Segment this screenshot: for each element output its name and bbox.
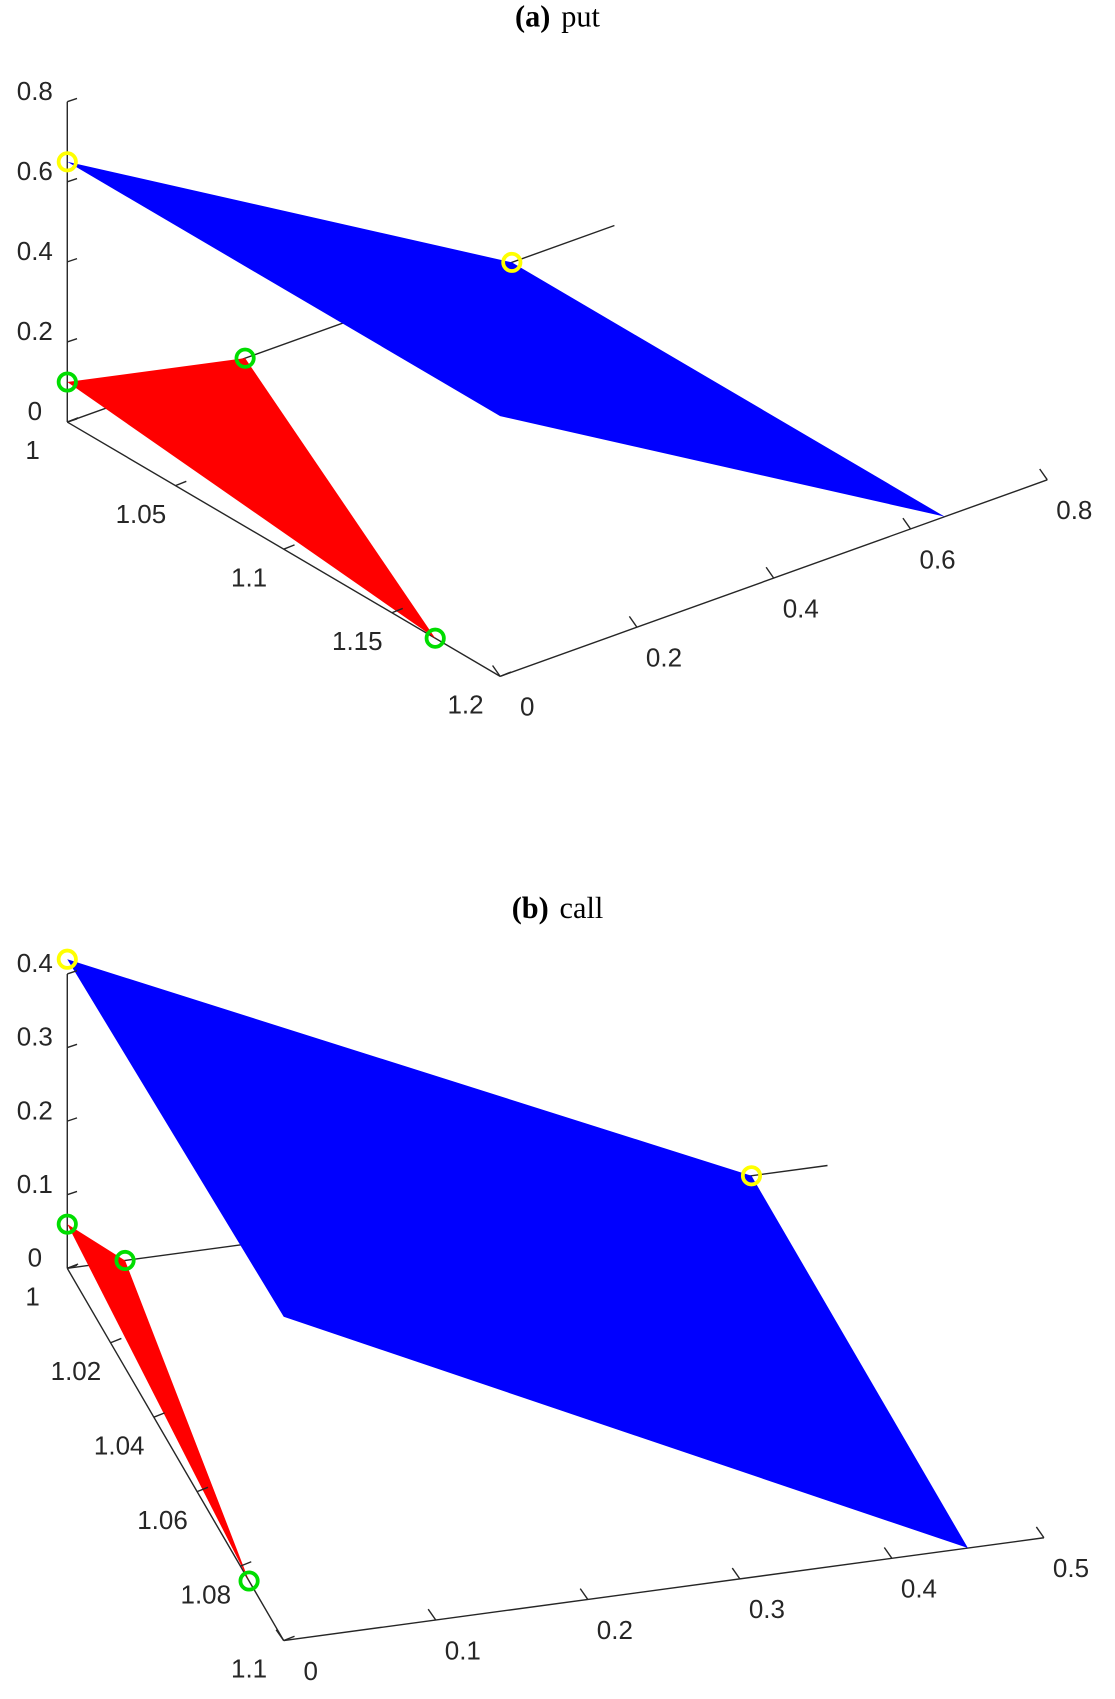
- z-tick-label: 0.8: [17, 76, 53, 106]
- y-tick-label: 1.2: [447, 690, 483, 720]
- tick-mark: [902, 517, 912, 530]
- tick-mark: [765, 566, 775, 579]
- panel: (b) call 0 0.1 0.2 0.3 0.4 0.5 1 1.02 1.04 1.06 1.08…: [17, 891, 1089, 1686]
- x-tick-label: 0.2: [597, 1615, 633, 1645]
- y-tick-label: 1.05: [116, 499, 167, 529]
- y-tick-label: 1.08: [181, 1579, 232, 1609]
- z-tick-label: 0.2: [17, 316, 53, 346]
- tick-mark: [240, 1561, 252, 1567]
- tick-mark: [110, 1337, 122, 1344]
- title-text: call: [560, 891, 604, 925]
- y-tick-label: 1.1: [231, 562, 267, 592]
- tick-mark: [67, 1117, 78, 1122]
- tick-mark: [731, 1567, 741, 1580]
- x-tick-label: 0.3: [749, 1594, 785, 1624]
- x-tick-label: 0.8: [1056, 495, 1092, 525]
- tick-mark: [391, 607, 404, 614]
- marker: [740, 1165, 763, 1187]
- tick-mark: [628, 615, 638, 628]
- tick-mark: [153, 1412, 165, 1418]
- z-tick-label: 0.4: [17, 236, 53, 266]
- z-tick-label: 0.3: [17, 1022, 53, 1052]
- tick-mark: [283, 544, 295, 550]
- tick-mark: [67, 1043, 78, 1049]
- tick-mark: [1035, 1526, 1045, 1539]
- marker: [56, 151, 78, 173]
- x-tick-label: 0: [520, 692, 534, 722]
- tick-mark: [67, 418, 78, 423]
- tick-mark: [67, 1264, 78, 1269]
- panel-title: (a) put: [515, 0, 600, 33]
- tick-mark: [283, 1635, 295, 1642]
- y-tick-label: 1.06: [137, 1505, 188, 1535]
- marker: [114, 1249, 136, 1272]
- tick-mark: [67, 970, 78, 975]
- y-tick-label: 1.02: [51, 1356, 102, 1386]
- marker: [234, 347, 256, 369]
- y-tick-label: 1.1: [231, 1654, 267, 1684]
- tick-mark: [67, 1190, 78, 1196]
- x-tick-label: 0.5: [1053, 1553, 1089, 1583]
- x-tick-label: 0.4: [901, 1574, 937, 1604]
- y-tick-label: 1: [25, 435, 39, 465]
- x-tick-label: 0.1: [445, 1635, 481, 1665]
- surface-patch: [67, 161, 945, 517]
- tick-mark: [175, 480, 187, 487]
- surface-patch: [67, 1224, 250, 1582]
- tick-mark: [499, 671, 512, 678]
- z-tick-label: 0: [28, 396, 42, 426]
- z-tick-label: 0.2: [17, 1095, 53, 1125]
- z-tick-label: 0.1: [17, 1169, 53, 1199]
- title-text: put: [561, 0, 600, 33]
- marker: [56, 948, 78, 970]
- tick-mark: [427, 1608, 437, 1621]
- tick-mark: [883, 1547, 893, 1559]
- tick-mark: [1039, 468, 1048, 481]
- marker: [501, 251, 523, 273]
- tick-mark: [67, 97, 78, 103]
- x-tick-label: 0.2: [646, 643, 682, 673]
- tick-mark: [579, 1588, 589, 1600]
- z-tick-label: 0: [28, 1243, 42, 1273]
- marker: [56, 371, 78, 393]
- panel: (a) put 0 0.2 0.4 0.6 0.8 1 1.05 1.1 1.15 1.2 0 0.2 0.…: [17, 0, 1093, 722]
- z-tick-label: 0.4: [17, 948, 53, 978]
- y-tick-label: 1.15: [332, 626, 383, 656]
- x-tick-label: 0.4: [783, 593, 819, 623]
- tick-mark: [196, 1486, 209, 1493]
- marker: [424, 627, 446, 649]
- x-tick-label: 0.6: [920, 544, 956, 574]
- tick-mark: [275, 1629, 285, 1641]
- y-tick-label: 1.04: [94, 1430, 145, 1460]
- title-label: (b): [512, 891, 549, 925]
- y-axis: [66, 1267, 285, 1641]
- tick-mark: [67, 177, 78, 183]
- surface-patch: [67, 358, 436, 639]
- z-tick-label: 0.6: [17, 156, 53, 186]
- surface-patch: [67, 959, 968, 1549]
- marker: [56, 1213, 78, 1235]
- marker: [238, 1570, 260, 1592]
- tick-mark: [491, 665, 501, 677]
- x-axis: [283, 1537, 1045, 1642]
- tick-mark: [67, 257, 78, 263]
- panel-title: (b) call: [512, 891, 604, 925]
- y-tick-label: 1: [25, 1281, 39, 1311]
- title-label: (a): [515, 0, 550, 33]
- tick-mark: [67, 338, 78, 343]
- x-tick-label: 0: [304, 1656, 318, 1686]
